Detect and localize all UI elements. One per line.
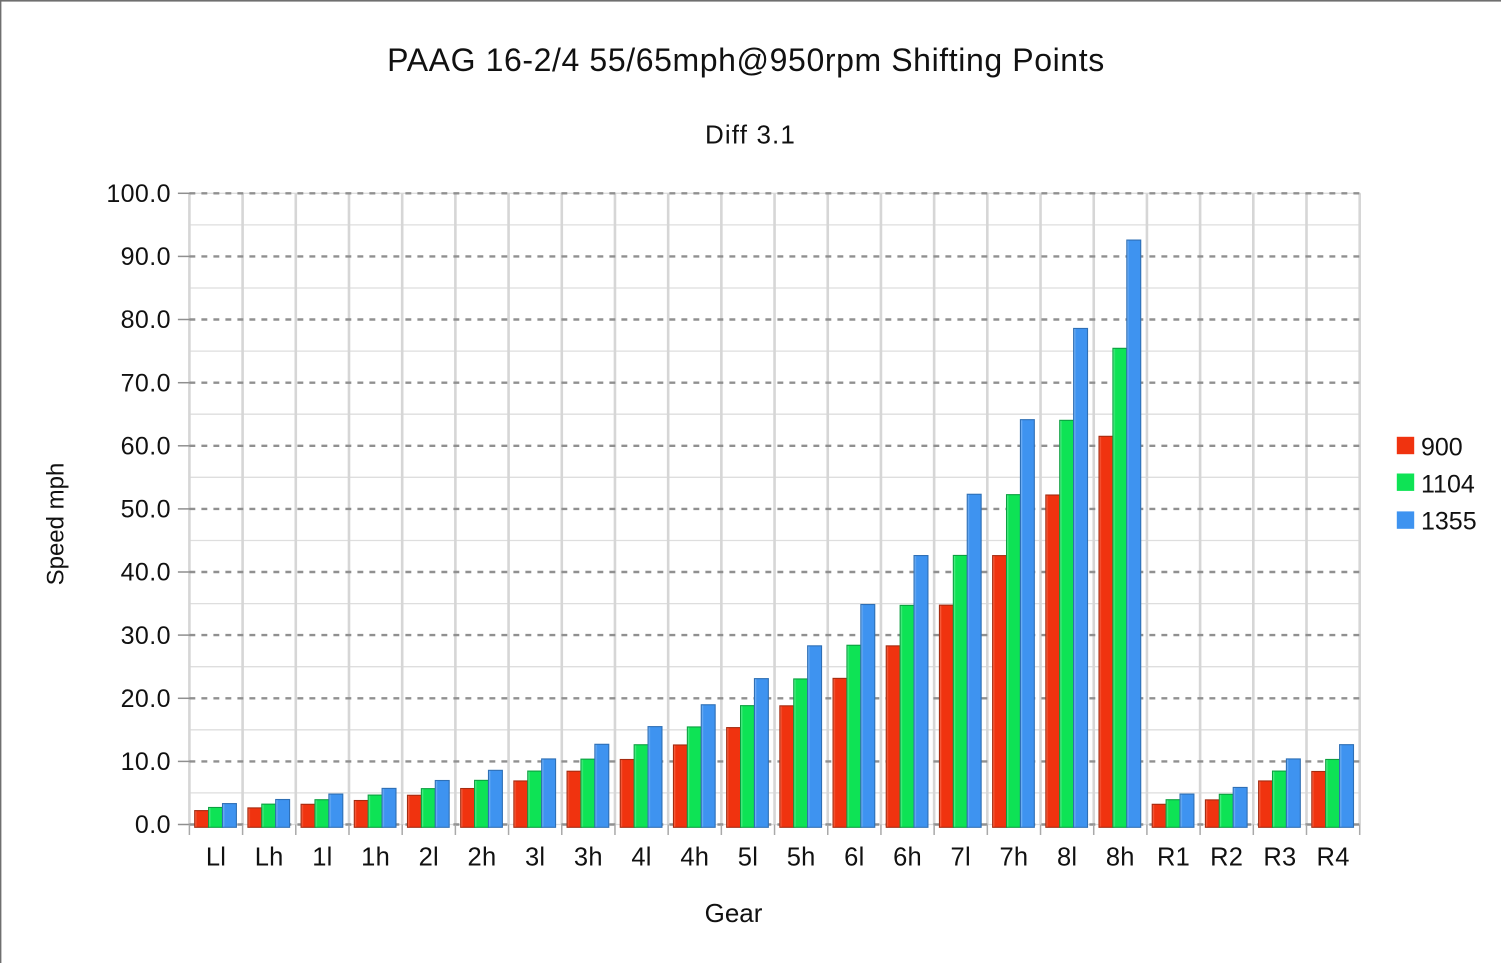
svg-text:5h: 5h <box>787 844 816 872</box>
svg-text:Speed mph: Speed mph <box>43 463 70 586</box>
svg-text:40.0: 40.0 <box>121 559 171 587</box>
svg-text:10.0: 10.0 <box>121 748 171 776</box>
svg-text:Ll: Ll <box>206 844 226 872</box>
svg-text:4l: 4l <box>631 844 651 872</box>
svg-text:30.0: 30.0 <box>121 622 171 650</box>
svg-text:5l: 5l <box>738 844 758 872</box>
svg-text:8l: 8l <box>1057 844 1077 872</box>
svg-text:PAAG 16-2/4 55/65mph@950rpm Sh: PAAG 16-2/4 55/65mph@950rpm Shifting Poi… <box>387 42 1105 78</box>
svg-text:Diff 3.1: Diff 3.1 <box>705 120 796 150</box>
svg-text:Gear: Gear <box>705 898 763 928</box>
svg-text:R2: R2 <box>1210 844 1243 872</box>
svg-text:60.0: 60.0 <box>121 433 171 461</box>
svg-text:0.0: 0.0 <box>135 811 171 839</box>
svg-text:900: 900 <box>1421 434 1463 462</box>
svg-text:100.0: 100.0 <box>106 180 171 208</box>
svg-text:1h: 1h <box>361 844 390 872</box>
svg-text:7h: 7h <box>999 844 1028 872</box>
svg-text:1104: 1104 <box>1421 471 1475 499</box>
svg-text:2h: 2h <box>468 844 497 872</box>
svg-text:4h: 4h <box>680 844 709 872</box>
svg-text:3l: 3l <box>525 844 545 872</box>
svg-text:70.0: 70.0 <box>121 369 171 397</box>
svg-text:80.0: 80.0 <box>121 306 171 334</box>
svg-text:3h: 3h <box>574 844 603 872</box>
svg-text:1l: 1l <box>312 844 332 872</box>
svg-text:R4: R4 <box>1317 844 1350 872</box>
svg-text:2l: 2l <box>419 844 439 872</box>
svg-text:6l: 6l <box>844 844 864 872</box>
svg-text:6h: 6h <box>893 844 922 872</box>
svg-text:1355: 1355 <box>1421 508 1477 536</box>
svg-text:8h: 8h <box>1106 844 1135 872</box>
svg-text:20.0: 20.0 <box>121 685 171 713</box>
svg-text:7l: 7l <box>951 844 971 872</box>
svg-text:90.0: 90.0 <box>121 243 171 271</box>
svg-text:R1: R1 <box>1157 844 1190 872</box>
svg-text:Lh: Lh <box>255 844 284 872</box>
svg-text:R3: R3 <box>1263 844 1296 872</box>
svg-text:50.0: 50.0 <box>121 496 171 524</box>
